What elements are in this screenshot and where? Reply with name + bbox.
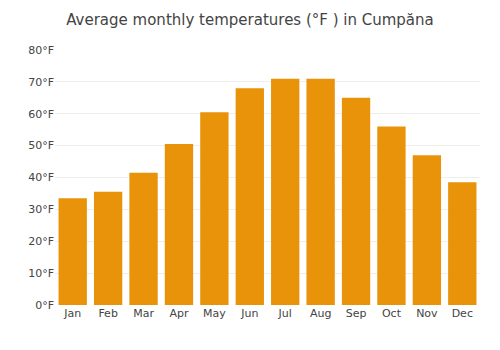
svg-text:20°F: 20°F bbox=[28, 235, 54, 248]
svg-text:Nov: Nov bbox=[416, 307, 438, 320]
svg-text:Average monthly temperatures (: Average monthly temperatures (°F ) in Cu… bbox=[66, 11, 434, 29]
svg-text:Jun: Jun bbox=[240, 307, 258, 320]
svg-text:Mar: Mar bbox=[133, 307, 154, 320]
svg-text:80°F: 80°F bbox=[28, 44, 54, 57]
svg-text:10°F: 10°F bbox=[28, 267, 54, 280]
svg-text:0°F: 0°F bbox=[35, 299, 54, 312]
svg-text:60°F: 60°F bbox=[28, 108, 54, 121]
svg-text:Apr: Apr bbox=[169, 307, 189, 320]
svg-text:Oct: Oct bbox=[382, 307, 402, 320]
svg-text:Jul: Jul bbox=[278, 307, 292, 320]
svg-text:70°F: 70°F bbox=[28, 76, 54, 89]
svg-text:Feb: Feb bbox=[98, 307, 117, 320]
svg-text:Sep: Sep bbox=[346, 307, 367, 320]
svg-text:40°F: 40°F bbox=[28, 171, 54, 184]
svg-text:Jan: Jan bbox=[63, 307, 81, 320]
svg-text:May: May bbox=[203, 307, 226, 320]
svg-text:30°F: 30°F bbox=[28, 203, 54, 216]
svg-text:Aug: Aug bbox=[310, 307, 331, 320]
svg-text:50°F: 50°F bbox=[28, 139, 54, 152]
svg-text:Dec: Dec bbox=[452, 307, 473, 320]
